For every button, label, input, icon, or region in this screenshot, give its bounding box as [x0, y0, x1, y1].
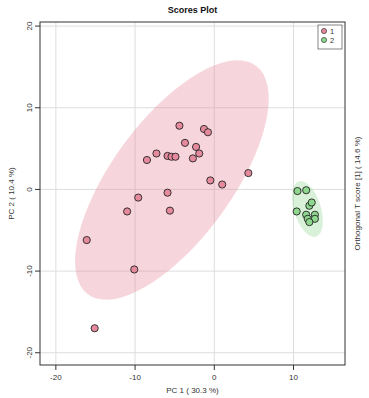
point [207, 177, 214, 184]
point [172, 153, 179, 160]
point [192, 143, 199, 150]
title: Scores Plot [168, 5, 218, 15]
grid-line [40, 352, 345, 353]
tick-label: -10 [25, 265, 34, 277]
tick [35, 271, 40, 272]
confidence-ellipse [292, 181, 323, 237]
point [204, 129, 211, 136]
legend-box [318, 25, 342, 49]
tick [55, 365, 56, 370]
point [176, 122, 183, 129]
chart: -20 -10 0 10 -20 -10 0 10 20 12 Scores Plot PC 1 ( … [0, 0, 369, 398]
point [293, 208, 300, 215]
tick-label: -10 [129, 373, 141, 382]
point [189, 155, 196, 162]
x-axis-label: PC 1 ( 30.3 %) [166, 386, 219, 395]
point [143, 156, 150, 163]
point [294, 187, 301, 194]
legend-label: 1 [330, 27, 334, 36]
point [181, 139, 188, 146]
tick-label: 10 [289, 373, 298, 382]
legend-label: 2 [330, 36, 334, 45]
tick-label: 10 [25, 103, 34, 112]
legend: 12 [318, 25, 342, 49]
point [164, 189, 171, 196]
tick [214, 365, 215, 370]
tick-label: 20 [25, 21, 34, 30]
tick-label: -20 [25, 346, 34, 358]
tick-label: 0 [25, 187, 34, 192]
point [166, 207, 173, 214]
point [303, 187, 310, 194]
point [131, 266, 138, 273]
tick [35, 189, 40, 190]
point [124, 208, 131, 215]
y-axis-label: PC 2 ( 10.4 %) [7, 167, 16, 220]
point [83, 236, 90, 243]
plot-frame [40, 22, 345, 365]
tick [35, 107, 40, 108]
point [153, 150, 160, 157]
legend-marker [321, 28, 326, 33]
grid-line [55, 22, 56, 365]
point [308, 199, 315, 206]
tick [35, 26, 40, 27]
grid-line [40, 26, 345, 27]
plot-area [75, 60, 323, 332]
tick [135, 365, 136, 370]
tick-label: -20 [50, 373, 62, 382]
plot-background [40, 22, 345, 365]
y2-axis-label: Orthogonal T score [1] ( 14.6 %) [353, 136, 362, 250]
tick-label: 0 [212, 373, 217, 382]
point [91, 325, 98, 332]
point [245, 169, 252, 176]
tick [35, 352, 40, 353]
point [306, 218, 313, 225]
point [219, 181, 226, 188]
tick [293, 365, 294, 370]
point [196, 150, 203, 157]
legend-marker [321, 37, 326, 42]
point [135, 194, 142, 201]
confidence-ellipse [75, 60, 269, 299]
